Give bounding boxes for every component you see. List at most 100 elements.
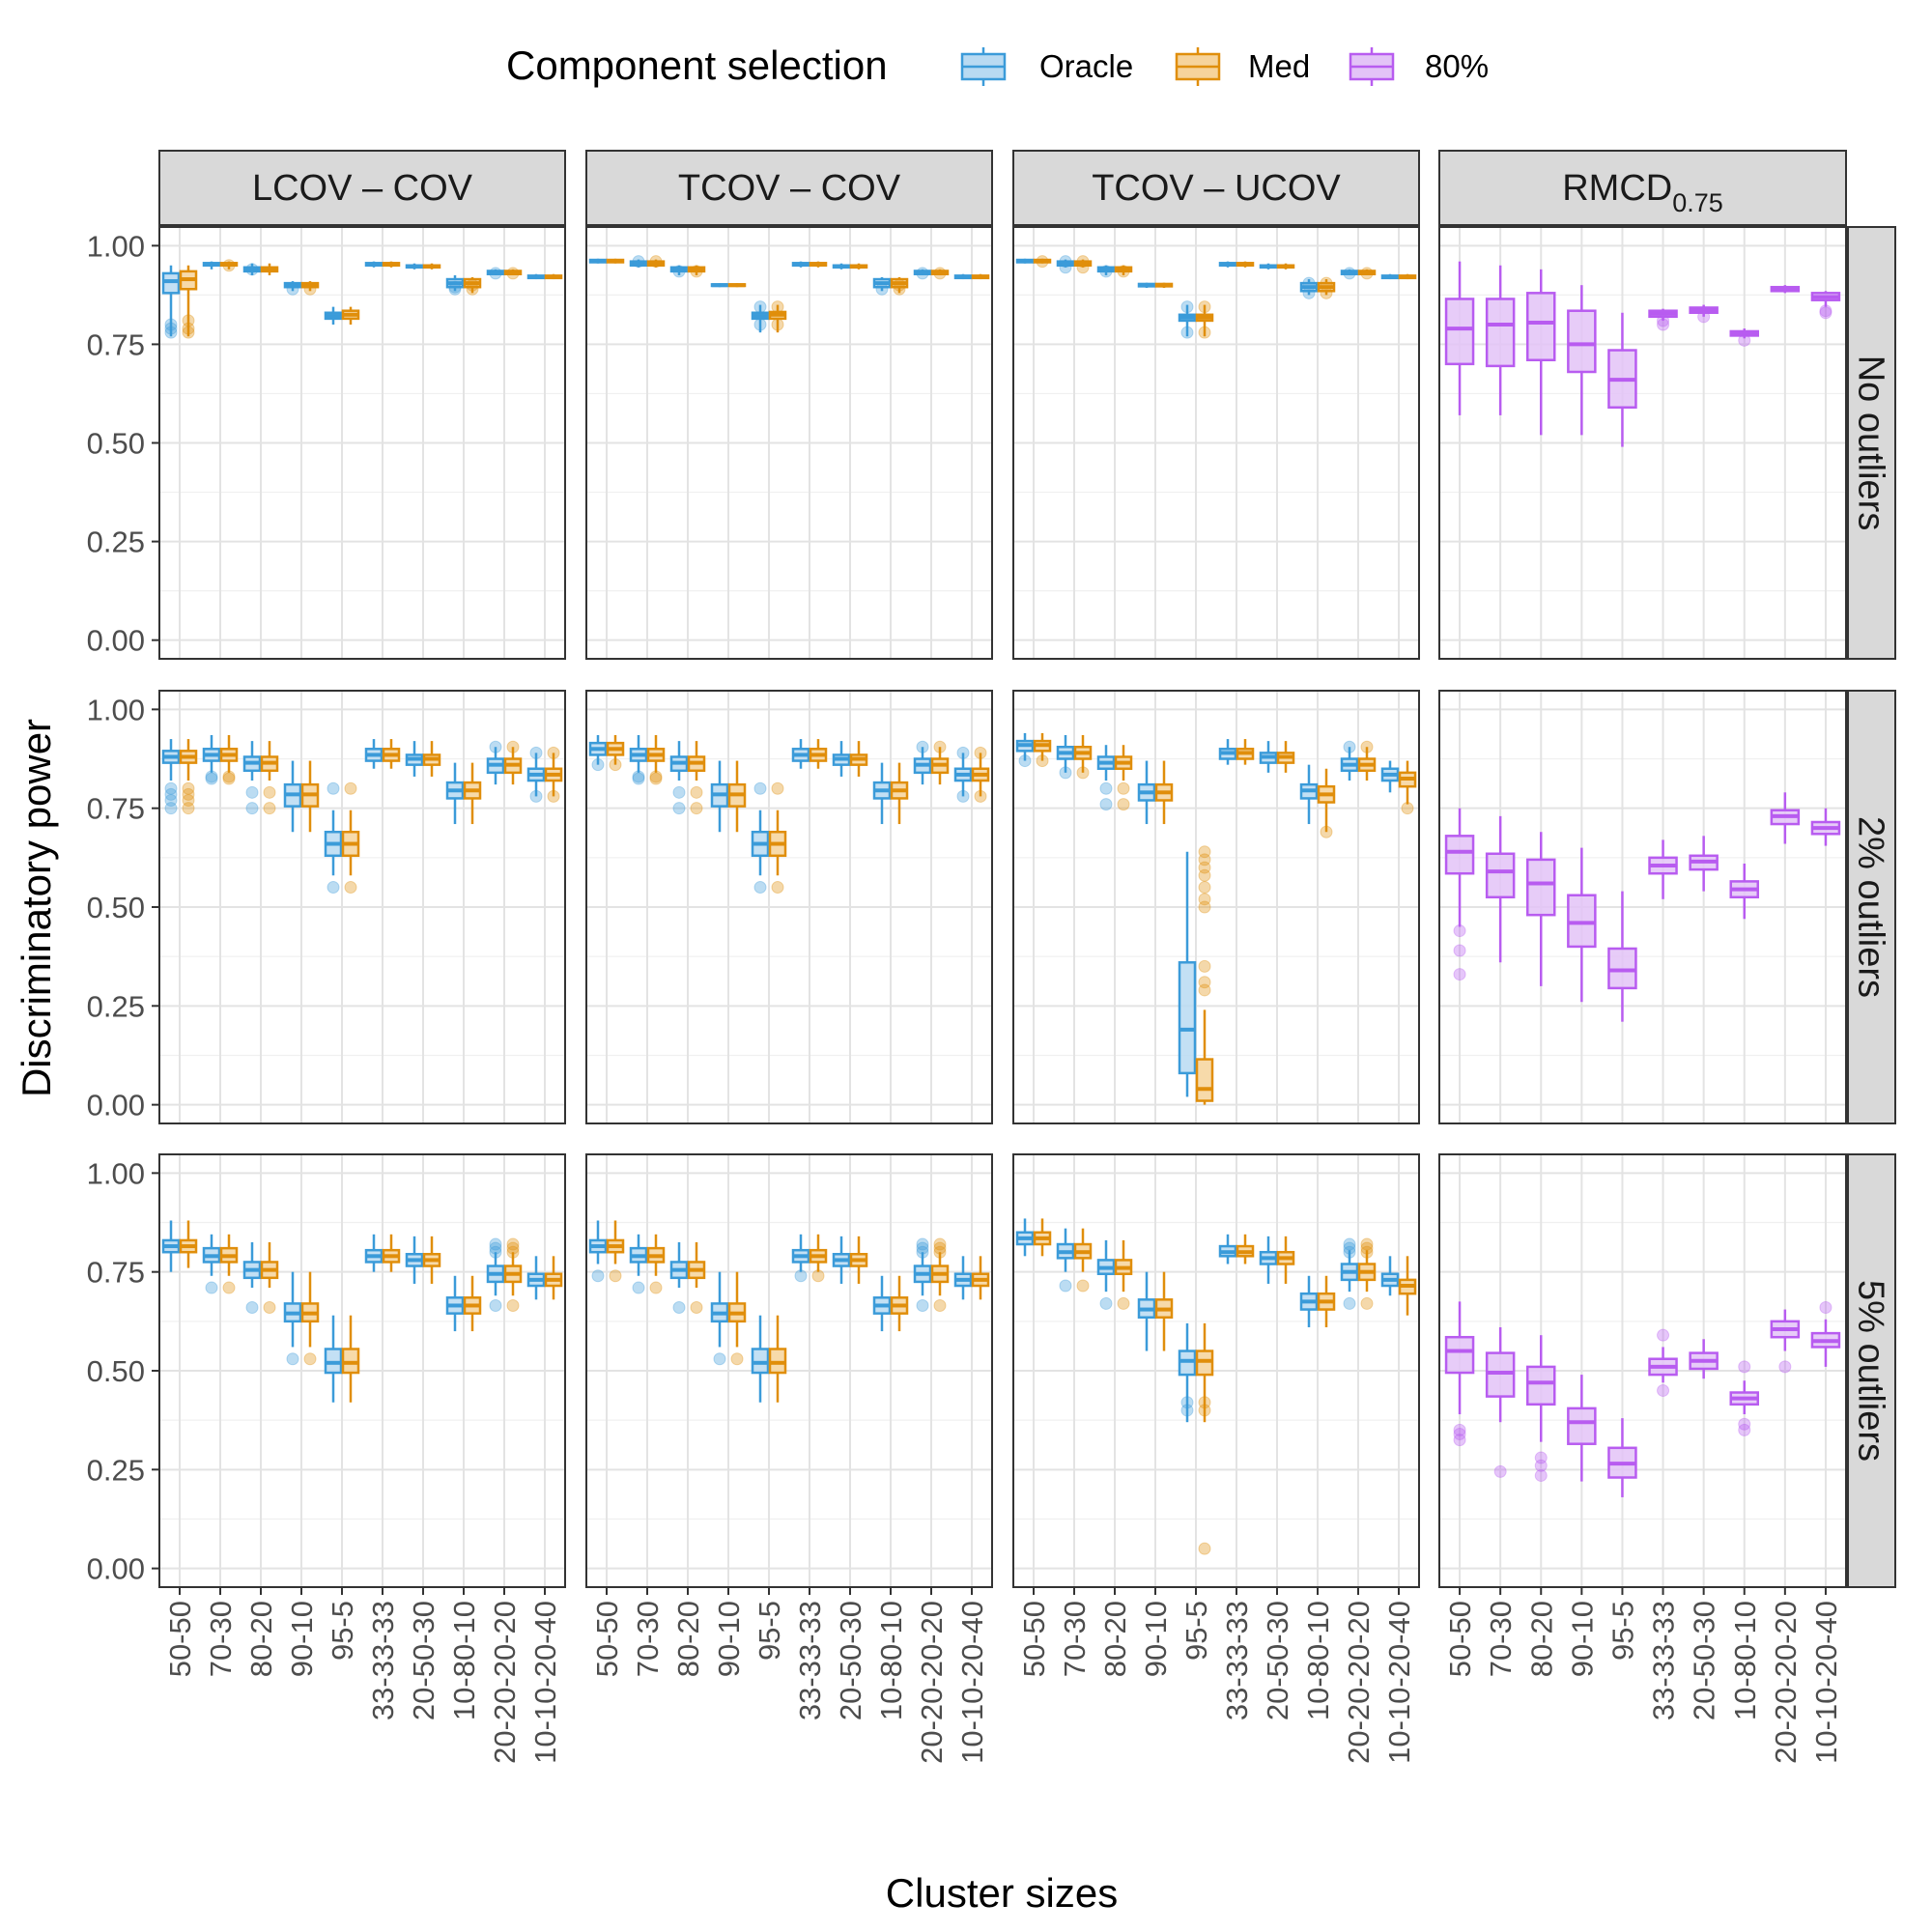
- box-oracle-80-20: [242, 263, 262, 276]
- box-oracle-95-5: [751, 1315, 770, 1403]
- box-p80-95-5: [1607, 891, 1637, 1022]
- box-oracle-95-5: [1178, 1322, 1197, 1423]
- box-med-70-30: [1073, 734, 1093, 780]
- series-oracle: [161, 261, 546, 339]
- box-med-10-10-20-40: [544, 746, 563, 803]
- box-iqr: [324, 1348, 343, 1375]
- panel-r2-c2: [1012, 1153, 1420, 1588]
- outlier-point: [182, 787, 195, 801]
- box-med-20-50-30: [422, 741, 441, 777]
- x-tick-label: 50-50: [1443, 1601, 1477, 1677]
- outlier-point: [956, 746, 970, 759]
- column-strips: LCOV – COV TCOV – COV TCOV – UCOV RMCD0.75: [158, 150, 1847, 226]
- outlier-point: [933, 1298, 947, 1312]
- facet-grid: [158, 226, 1847, 1588]
- outlier-point: [916, 1245, 929, 1259]
- outlier-point: [794, 1269, 808, 1283]
- outlier-point: [1453, 1434, 1466, 1447]
- box-oracle-95-5: [324, 1315, 343, 1403]
- box-med-20-20-20-20: [930, 740, 950, 785]
- box-p80-20-50-30: [1689, 836, 1719, 892]
- x-tick-label: 50-50: [590, 1601, 624, 1677]
- outlier-point: [1453, 924, 1466, 938]
- box-oracle-80-20: [1096, 745, 1116, 811]
- outlier-point: [875, 282, 889, 296]
- outlier-point: [1180, 326, 1194, 339]
- box-p80-33-33-33: [1648, 1328, 1678, 1397]
- box-oracle-33-33-33: [1218, 1234, 1237, 1264]
- box-oracle-20-20-20-20: [486, 267, 505, 280]
- outlier-point: [1401, 802, 1414, 815]
- box-med-20-20-20-20: [503, 740, 523, 785]
- box-oracle-33-33-33: [791, 739, 810, 769]
- outlier-point: [591, 758, 605, 772]
- outlier-point: [1453, 1427, 1466, 1440]
- box-iqr: [1526, 858, 1556, 917]
- y-tick-label: 0.25: [87, 989, 145, 1023]
- outlier-point: [1738, 1423, 1751, 1436]
- box-iqr: [161, 271, 181, 295]
- outlier-point: [1343, 1296, 1356, 1310]
- outlier-point: [1657, 314, 1670, 327]
- outlier-point: [1117, 781, 1130, 795]
- box-med-20-50-30: [422, 263, 441, 270]
- box-med-95-5: [768, 781, 787, 895]
- outlier-point: [933, 1245, 947, 1259]
- box-oracle-20-20-20-20: [486, 1237, 505, 1312]
- outlier-point: [1302, 276, 1316, 290]
- y-tick-label: 0.75: [87, 1256, 145, 1290]
- box-med-10-10-20-40: [544, 273, 563, 280]
- outlier-point: [506, 1298, 520, 1312]
- box-oracle-50-50: [161, 1220, 181, 1272]
- box-p80-95-5: [1607, 312, 1637, 447]
- x-tick-label: 70-30: [631, 1601, 665, 1677]
- outlier-point: [916, 1298, 929, 1312]
- box-med-50-50: [606, 1220, 625, 1283]
- outlier-point: [1360, 1296, 1374, 1310]
- x-tick-label: 20-50-30: [834, 1601, 867, 1720]
- box-med-10-10-20-40: [1398, 1256, 1417, 1316]
- column-strip-2: TCOV – UCOV: [1012, 150, 1420, 226]
- outlier-point: [649, 255, 663, 269]
- row-strip-0: No outliers: [1847, 226, 1896, 660]
- box-p80-70-30: [1485, 815, 1516, 963]
- x-tick-label: 95-5: [326, 1601, 359, 1661]
- box-iqr: [1178, 1350, 1197, 1377]
- box-iqr: [341, 1348, 360, 1375]
- box-med-10-80-10: [890, 762, 909, 825]
- y-tick-label: 1.00: [87, 693, 145, 726]
- box-p80-10-80-10: [1729, 328, 1759, 347]
- outlier-point: [1738, 1360, 1751, 1374]
- outlier-point: [1453, 1423, 1466, 1436]
- outlier-point: [730, 1352, 744, 1366]
- x-tick-label: 33-33-33: [366, 1601, 400, 1720]
- box-oracle-20-20-20-20: [486, 740, 505, 785]
- box-med-10-10-20-40: [971, 746, 990, 803]
- box-oracle-70-30: [629, 1234, 648, 1294]
- box-oracle-90-10: [283, 1271, 302, 1366]
- box-med-10-10-20-40: [971, 1256, 990, 1300]
- box-med-33-33-33: [1236, 261, 1255, 268]
- outlier-point: [933, 1241, 947, 1255]
- legend-entry-med: Med: [1175, 47, 1310, 86]
- series-oracle: [1015, 732, 1400, 1097]
- y-tick-label: 0.00: [87, 1089, 145, 1122]
- outlier-point: [632, 770, 645, 783]
- series-med: [606, 734, 990, 895]
- box-med-80-20: [1114, 265, 1133, 278]
- strip-label: TCOV – COV: [678, 168, 901, 209]
- outlier-point: [182, 326, 195, 339]
- outlier-point: [1076, 261, 1090, 274]
- outlier-point: [344, 781, 357, 795]
- x-tick-label: 33-33-33: [1647, 1601, 1681, 1720]
- outlier-point: [632, 255, 645, 269]
- outlier-point: [753, 300, 767, 314]
- box-med-10-10-20-40: [544, 1256, 563, 1300]
- box-med-90-10: [1154, 282, 1174, 289]
- outlier-point: [916, 740, 929, 753]
- y-tick-label: 0.50: [87, 891, 145, 924]
- outlier-point: [182, 322, 195, 335]
- strip-label-subscript: 0.75: [1672, 188, 1723, 217]
- outlier-point: [245, 263, 259, 276]
- x-tick-label: 10-80-10: [1301, 1601, 1335, 1720]
